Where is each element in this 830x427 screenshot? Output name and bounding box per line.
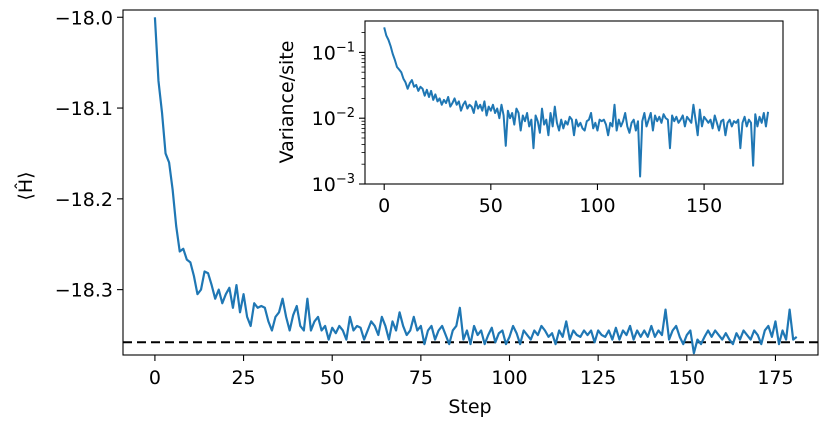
- inset-y-tick-label: 10−1: [312, 40, 355, 64]
- main-energy-plot: 0 25 50 75 100 125 150 175−18.0−18.1−18.2−18.3 …: [14, 7, 819, 418]
- inset-y-axis-title: Variance/site: [276, 41, 298, 164]
- inset-axis-ticks: 0 50 100 150 10−3 10−2 10−1: [312, 32, 722, 217]
- inset-plot-background: [365, 21, 783, 184]
- inset-x-tick-label: 100: [579, 195, 615, 217]
- main-y-tick-label: −18.3: [55, 280, 113, 302]
- main-x-tick-label: 0: [149, 367, 161, 389]
- main-x-tick-label: 25: [231, 367, 255, 389]
- inset-y-tick-label: 10−2: [312, 106, 355, 130]
- main-y-tick-label: −18.0: [55, 7, 113, 29]
- inset-variance-plot: 0 50 100 150 10−3 10−2 10−1 Variance/site: [276, 20, 784, 217]
- main-axis-ticks: 0 25 50 75 100 125 150 175 −18.0 −18.1 −18.2 −18.3: [55, 7, 794, 389]
- energy-series-line: [153, 17, 798, 355]
- main-y-axis-title: ⟨Ĥ⟩: [14, 171, 37, 200]
- main-x-tick-label: 150: [669, 367, 705, 389]
- inset-x-tick-label: 0: [378, 195, 390, 217]
- main-x-tick-label: 175: [757, 367, 793, 389]
- inset-plot-frame: [364, 20, 784, 185]
- main-y-tick-label: −18.1: [55, 98, 113, 120]
- inset-x-tick-label: 50: [479, 195, 503, 217]
- main-x-tick-label: 125: [580, 367, 616, 389]
- main-x-axis-title: Step: [448, 396, 491, 418]
- main-x-tick-label: 100: [491, 367, 527, 389]
- main-y-tick-label: −18.2: [55, 189, 113, 211]
- inset-x-tick-label: 150: [686, 195, 722, 217]
- main-plot-frame: [122, 9, 819, 356]
- main-x-tick-label: 50: [320, 367, 344, 389]
- inset-y-tick-label: 10−3: [312, 172, 355, 196]
- main-x-tick-label: 75: [409, 367, 433, 389]
- variance-series-line: [383, 27, 770, 178]
